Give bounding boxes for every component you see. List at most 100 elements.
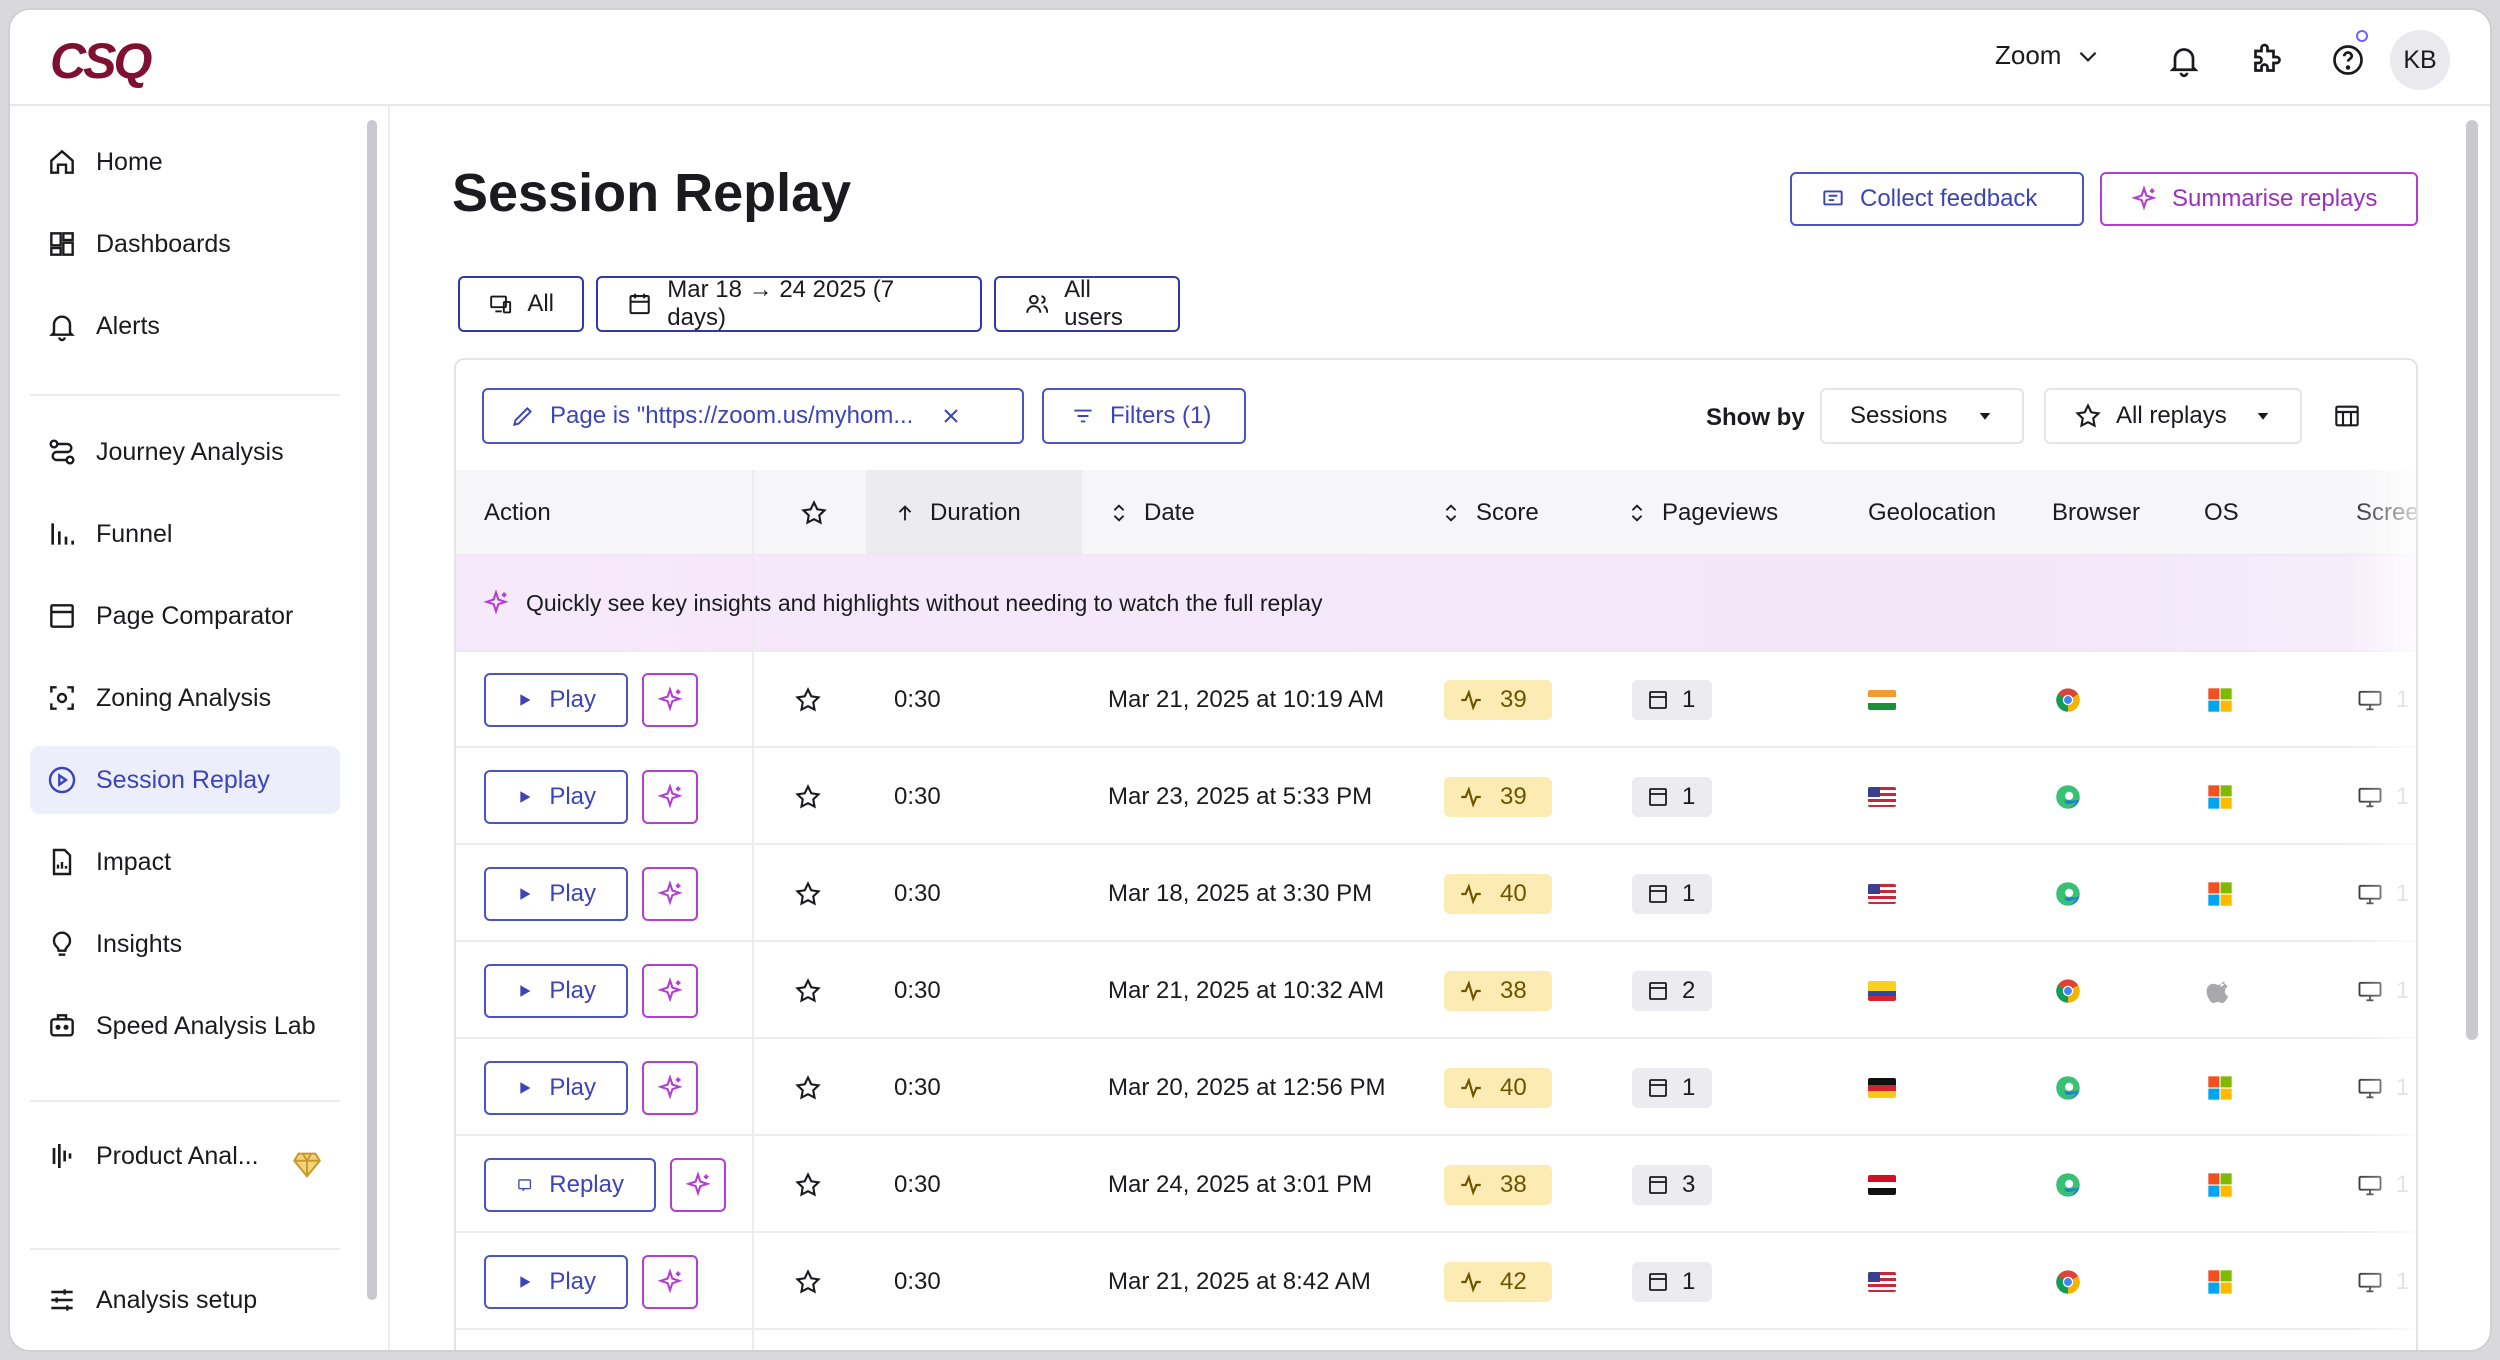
sidebar: [10, 106, 360, 1350]
column-action: Action: [484, 499, 551, 526]
ai-summary-button[interactable]: [642, 673, 698, 727]
desktop-icon: [2358, 1272, 2382, 1293]
table-row[interactable]: Play 0:30 Mar 18, 2025 at 3:30 PM 40 1 1: [456, 846, 2416, 942]
pageviews-badge: 1: [1632, 777, 1712, 817]
favorite-toggle[interactable]: [794, 749, 822, 845]
play-button[interactable]: Play: [484, 1061, 628, 1115]
favorite-toggle[interactable]: [794, 1040, 822, 1136]
action-label: Play: [549, 686, 596, 713]
table-row[interactable]: Play 0:30 Mar 23, 2025 at 5:33 PM 39 1 1: [456, 749, 2416, 845]
date-range-chip[interactable]: Mar 18 → 24 2025 (7 days): [596, 276, 982, 332]
column-date[interactable]: Date: [1108, 470, 1195, 556]
ai-summary-button[interactable]: [670, 1158, 726, 1212]
favorite-toggle[interactable]: [794, 652, 822, 748]
puzzle-icon[interactable]: [2248, 42, 2284, 78]
table-row[interactable]: Play 0:30 Mar 20, 2025 at 12:56 PM 40 1 …: [456, 1040, 2416, 1136]
sidebar-item-insights[interactable]: Insights: [30, 910, 340, 978]
page-icon: [1649, 1176, 1667, 1194]
desktop-icon: [2358, 1175, 2382, 1196]
main-scrollbar[interactable]: [2466, 120, 2478, 1040]
favorite-toggle[interactable]: [794, 1137, 822, 1233]
collect-feedback-button[interactable]: Collect feedback: [1790, 172, 2084, 226]
premium-gem-icon: [293, 1152, 321, 1178]
users-filter-chip[interactable]: All users: [994, 276, 1180, 332]
play-button[interactable]: Play: [484, 964, 628, 1018]
sidebar-item-zoning-analysis[interactable]: Zoning Analysis: [30, 664, 340, 732]
bell-icon[interactable]: [2166, 42, 2202, 78]
sidebar-item-label: Alerts: [96, 311, 160, 340]
table-row[interactable]: Play 0:30 Mar 21, 2025 at 10:19 AM 39 1 …: [456, 652, 2416, 748]
pulse-icon: [1461, 689, 1481, 711]
replays-select[interactable]: All replays: [2044, 388, 2302, 444]
windows-icon: [2208, 882, 2232, 906]
pageviews-badge: 1: [1632, 1068, 1712, 1108]
windows-icon: [2208, 785, 2232, 809]
column-favorite[interactable]: [800, 470, 828, 556]
windows-icon: [2208, 1270, 2232, 1294]
star-icon: [795, 1172, 821, 1197]
table-row[interactable]: Play 0:30 Mar 21, 2025 at 10:32 AM 38 2 …: [456, 943, 2416, 1039]
sidebar-item-speed-analysis-lab[interactable]: Speed Analysis Lab: [30, 992, 340, 1060]
page-icon: [1649, 1273, 1667, 1291]
sidebar-item-session-replay[interactable]: Session Replay: [30, 746, 340, 814]
show-by-select[interactable]: Sessions: [1820, 388, 2024, 444]
sidebar-item-impact[interactable]: Impact: [30, 828, 340, 896]
logo[interactable]: CSQ: [50, 33, 152, 89]
page-icon: [1649, 885, 1667, 903]
sidebar-item-product-analytics[interactable]: Product Anal...: [30, 1122, 340, 1190]
avatar[interactable]: KB: [2390, 30, 2450, 90]
sidebar-scrollbar[interactable]: [367, 120, 377, 1300]
play-button[interactable]: Play: [484, 673, 628, 727]
ai-summary-button[interactable]: [642, 1255, 698, 1309]
sidebar-item-dashboards[interactable]: Dashboards: [30, 210, 340, 278]
sidebar-item-page-comparator[interactable]: Page Comparator: [30, 582, 340, 650]
windows-icon: [2208, 1076, 2232, 1100]
sidebar-item-analysis-setup[interactable]: Analysis setup: [30, 1266, 340, 1334]
table-row[interactable]: Play 0:30 Mar 21, 2025 at 8:42 AM 42 1 1: [456, 1234, 2416, 1330]
feedback-icon: [1823, 190, 1843, 206]
screen-cell: [2356, 686, 2384, 714]
pageviews-badge: 3: [1632, 1165, 1712, 1205]
sidebar-divider: [30, 1248, 340, 1250]
score-badge: 39: [1444, 680, 1552, 720]
help-icon[interactable]: [2330, 42, 2366, 78]
play-button[interactable]: Play: [484, 1255, 628, 1309]
table-row[interactable]: Replay 0:30 Mar 24, 2025 at 3:01 PM 38 3…: [456, 1137, 2416, 1233]
ai-summary-button[interactable]: [642, 867, 698, 921]
summarise-replays-button[interactable]: Summarise replays: [2100, 172, 2418, 226]
favorite-toggle[interactable]: [794, 1234, 822, 1330]
ai-summary-button[interactable]: [642, 770, 698, 824]
journey-icon: [49, 439, 75, 465]
workspace-selector[interactable]: Zoom: [1995, 40, 2101, 71]
action-label: Play: [549, 1268, 596, 1295]
sidebar-item-home[interactable]: Home: [30, 128, 340, 196]
close-icon[interactable]: [939, 404, 963, 428]
windows-icon: [2208, 1173, 2232, 1197]
table-columns-icon[interactable]: [2331, 400, 2363, 432]
column-score[interactable]: Score: [1440, 470, 1539, 556]
sidebar-item-alerts[interactable]: Alerts: [30, 292, 340, 360]
favorite-toggle[interactable]: [794, 846, 822, 942]
device-filter-chip[interactable]: All: [458, 276, 584, 332]
star-icon: [795, 784, 821, 809]
ai-summary-button[interactable]: [642, 1061, 698, 1115]
sidebar-item-label: Impact: [96, 847, 172, 876]
sidebar-item-funnel[interactable]: Funnel: [30, 500, 340, 568]
horizontal-scrollbar[interactable]: [462, 1350, 1992, 1352]
page-filter-chip[interactable]: Page is "https://zoom.us/myhom...: [482, 388, 1024, 444]
sidebar-item-journey-analysis[interactable]: Journey Analysis: [30, 418, 340, 486]
sidebar-item-label: Analysis setup: [96, 1285, 258, 1314]
play-button[interactable]: Play: [484, 867, 628, 921]
sidebar-divider: [30, 1100, 340, 1102]
ai-summary-button[interactable]: [642, 964, 698, 1018]
column-pageviews[interactable]: Pageviews: [1626, 470, 1778, 556]
sidebar-item-label: Insights: [96, 929, 183, 958]
replay-button[interactable]: Replay: [484, 1158, 656, 1212]
filters-button[interactable]: Filters (1): [1042, 388, 1246, 444]
column-duration[interactable]: Duration: [866, 470, 1082, 556]
favorite-toggle[interactable]: [794, 943, 822, 1039]
sidebar-item-label: Funnel: [96, 519, 173, 548]
play-button[interactable]: Play: [484, 770, 628, 824]
os-cell: [2206, 783, 2234, 811]
date-cell: Mar 21, 2025 at 10:32 AM: [1108, 977, 1385, 1004]
